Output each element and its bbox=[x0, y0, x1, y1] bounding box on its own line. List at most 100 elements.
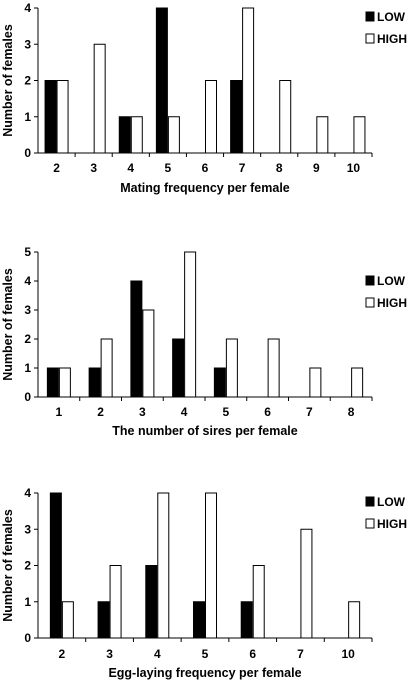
x-tick-label: 6 bbox=[264, 405, 271, 419]
x-tick-label: 6 bbox=[202, 161, 209, 175]
x-axis-title: Egg-laying frequency per female bbox=[108, 666, 301, 680]
x-tick-label: 5 bbox=[165, 161, 172, 175]
y-tick-label: 2 bbox=[24, 74, 31, 88]
bar-low bbox=[118, 116, 131, 154]
y-tick-label: 2 bbox=[24, 559, 31, 573]
bar-low bbox=[193, 601, 205, 639]
y-tick-label: 4 bbox=[24, 486, 31, 500]
y-tick-label: 5 bbox=[24, 245, 31, 259]
bar-high bbox=[109, 565, 122, 639]
x-tick-label: 3 bbox=[106, 647, 113, 661]
legend-swatch-low bbox=[365, 275, 375, 286]
legend: LOW HIGH bbox=[365, 10, 407, 46]
bar-high bbox=[205, 492, 217, 639]
legend-label-low: LOW bbox=[377, 495, 406, 509]
bar-low bbox=[130, 280, 143, 398]
y-axis-title: Number of females bbox=[1, 509, 15, 622]
y-tick-label: 2 bbox=[24, 332, 31, 346]
x-tick-label: 3 bbox=[139, 405, 146, 419]
x-tick-label: 5 bbox=[223, 405, 230, 419]
x-tick-label: 9 bbox=[313, 161, 320, 175]
bar-high bbox=[242, 7, 255, 154]
bar-high bbox=[225, 338, 238, 398]
bar-low bbox=[213, 367, 226, 398]
bar-high bbox=[252, 565, 265, 639]
bar-high bbox=[351, 367, 364, 398]
bar-low bbox=[240, 601, 253, 639]
x-tick-label: 10 bbox=[341, 647, 355, 661]
legend-swatch-high bbox=[365, 518, 375, 529]
chart-panel-3: 0 1 2 3 4 Number of females 2 3 4 5 6 7 10 Egg-laying… bbox=[1, 486, 407, 680]
bar-high bbox=[142, 309, 155, 398]
bar-high bbox=[167, 116, 180, 154]
x-tick-label: 7 bbox=[306, 405, 313, 419]
y-tick-label: 4 bbox=[24, 274, 31, 288]
x-tick-label: 3 bbox=[90, 161, 97, 175]
y-axis-title: Number of females bbox=[1, 268, 15, 381]
x-tick-label: 4 bbox=[181, 405, 188, 419]
legend-swatch-low bbox=[365, 11, 375, 22]
legend-label-low: LOW bbox=[377, 274, 406, 288]
bar-high bbox=[61, 601, 74, 639]
y-tick-label: 0 bbox=[24, 146, 31, 160]
legend-label-high: HIGH bbox=[377, 296, 407, 310]
bar-low bbox=[172, 338, 185, 398]
x-tick-label: 2 bbox=[59, 647, 66, 661]
x-tick-label: 7 bbox=[239, 161, 246, 175]
x-tick-label: 2 bbox=[53, 161, 60, 175]
bar-high bbox=[316, 116, 329, 154]
x-tick-label: 10 bbox=[347, 161, 361, 175]
x-tick-label: 7 bbox=[297, 647, 304, 661]
bar-high bbox=[93, 43, 106, 154]
legend-label-high: HIGH bbox=[377, 32, 407, 46]
bar-high bbox=[205, 80, 217, 154]
bar-high bbox=[353, 116, 366, 154]
y-tick-label: 0 bbox=[24, 631, 31, 645]
bar-high bbox=[279, 80, 292, 154]
bar-high bbox=[58, 367, 71, 398]
bar-low bbox=[46, 367, 59, 398]
y-tick-label: 4 bbox=[24, 1, 31, 15]
bar-high bbox=[309, 367, 322, 398]
bar-low bbox=[88, 367, 101, 398]
bar-low bbox=[155, 7, 168, 154]
x-tick-label: 2 bbox=[97, 405, 104, 419]
y-tick-label: 1 bbox=[24, 361, 31, 375]
x-tick-label: 5 bbox=[202, 647, 209, 661]
legend-swatch-high bbox=[365, 33, 375, 44]
bar-low bbox=[44, 80, 57, 154]
legend-swatch-high bbox=[365, 297, 375, 308]
y-tick-label: 3 bbox=[24, 522, 31, 536]
legend-label-low: LOW bbox=[377, 10, 406, 24]
bar-high bbox=[267, 338, 280, 398]
bar-high bbox=[56, 80, 69, 154]
x-tick-label: 4 bbox=[127, 161, 134, 175]
bar-high bbox=[300, 528, 313, 639]
bar-high bbox=[184, 251, 197, 398]
chart-panel-1: 0 1 2 3 4 Number of females 2 3 4 5 6 7 8 9 10 Mating f… bbox=[1, 1, 407, 195]
bar-low bbox=[145, 565, 158, 639]
bar-low bbox=[230, 80, 243, 154]
y-tick-label: 1 bbox=[24, 595, 31, 609]
legend-label-high: HIGH bbox=[377, 517, 407, 531]
bar-high bbox=[100, 338, 113, 398]
legend: LOW HIGH bbox=[365, 495, 407, 531]
x-tick-label: 4 bbox=[154, 647, 161, 661]
x-axis-title: The number of sires per female bbox=[112, 424, 298, 438]
bar-high bbox=[130, 116, 143, 154]
bar-low bbox=[97, 601, 110, 639]
y-axis-title: Number of females bbox=[1, 24, 15, 137]
x-tick-label: 1 bbox=[56, 405, 63, 419]
y-tick-label: 3 bbox=[24, 303, 31, 317]
y-tick-label: 0 bbox=[24, 390, 31, 404]
bar-high bbox=[348, 601, 361, 639]
legend-swatch-low bbox=[365, 496, 375, 507]
y-tick-label: 1 bbox=[24, 110, 31, 124]
y-tick-label: 3 bbox=[24, 37, 31, 51]
bar-low bbox=[49, 492, 62, 639]
x-axis-title: Mating frequency per female bbox=[120, 181, 290, 195]
bar-high bbox=[157, 492, 170, 639]
legend: LOW HIGH bbox=[365, 274, 407, 310]
chart-panel-2: 0 1 2 3 4 5 Number of females 1 2 3 4 5 6 7 8 The numbe… bbox=[1, 245, 407, 438]
